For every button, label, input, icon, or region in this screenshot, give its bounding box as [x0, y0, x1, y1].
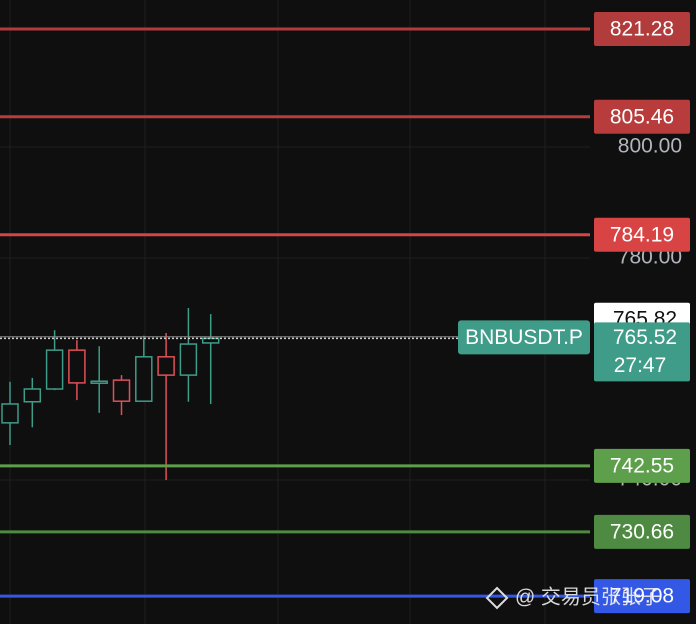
candle-body	[68, 349, 86, 384]
watermark: @ 交易员张张子	[515, 585, 661, 608]
watermark-icon	[485, 586, 509, 610]
price-tag	[594, 448, 690, 483]
candle-body	[135, 356, 153, 402]
candle-body	[157, 356, 175, 376]
vertical-grid	[9, 0, 546, 624]
price-tag	[594, 11, 690, 46]
price-tag-label: 730.66	[610, 520, 674, 543]
candle-body	[201, 337, 220, 344]
price-tag-label: 805.46	[610, 105, 674, 128]
candle-body	[179, 343, 198, 376]
last-price-tag	[594, 322, 690, 382]
price-tag	[594, 579, 690, 614]
countdown-label: 27:47	[614, 354, 667, 377]
symbol-tag	[458, 320, 590, 355]
price-tag	[594, 217, 690, 252]
price-tag-label: 784.19	[610, 223, 674, 246]
candle-body	[1, 403, 19, 424]
price-tag-label: 821.28	[610, 18, 674, 41]
price-tag	[594, 514, 690, 549]
symbol-label: BNBUSDT.P	[465, 326, 583, 349]
price-tag-label: 719.08	[610, 585, 674, 608]
candle-body	[23, 388, 42, 403]
last-price-label: 765.52	[613, 326, 677, 349]
candle-body	[112, 379, 131, 402]
candle-body	[45, 349, 64, 390]
candle-body	[90, 380, 108, 384]
price-tag-label: 742.55	[610, 454, 674, 477]
y-tick-label: 800.00	[618, 135, 682, 158]
price-tag	[594, 99, 690, 134]
